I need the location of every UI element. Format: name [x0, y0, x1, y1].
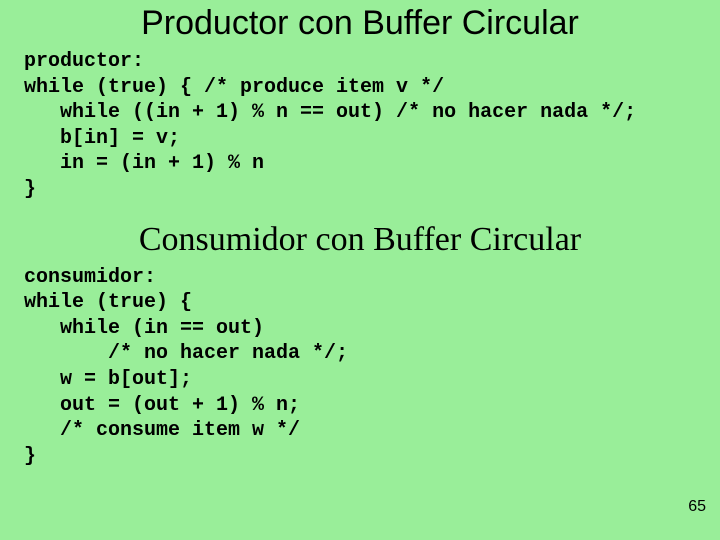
consumer-title: Consumidor con Buffer Circular — [0, 221, 720, 259]
consumer-code-block: consumidor: while (true) { while (in == … — [24, 265, 720, 470]
code-line: while (true) { /* produce item v */ — [24, 76, 444, 99]
producer-title: Productor con Buffer Circular — [0, 4, 720, 43]
code-line: /* no hacer nada */; — [24, 342, 348, 365]
code-line: out = (out + 1) % n; — [24, 394, 300, 417]
producer-code-block: productor: while (true) { /* produce ite… — [24, 49, 720, 203]
code-line: } — [24, 178, 36, 201]
code-line: consumidor: — [24, 266, 156, 289]
code-line: } — [24, 445, 36, 468]
code-line: while (true) { — [24, 291, 192, 314]
code-line: while (in == out) — [24, 317, 264, 340]
code-line: while ((in + 1) % n == out) /* no hacer … — [24, 101, 636, 124]
code-line: w = b[out]; — [24, 368, 192, 391]
code-line: productor: — [24, 50, 144, 73]
page-number: 65 — [688, 498, 706, 516]
code-line: b[in] = v; — [24, 127, 180, 150]
code-line: in = (in + 1) % n — [24, 152, 264, 175]
code-line: /* consume item w */ — [24, 419, 300, 442]
